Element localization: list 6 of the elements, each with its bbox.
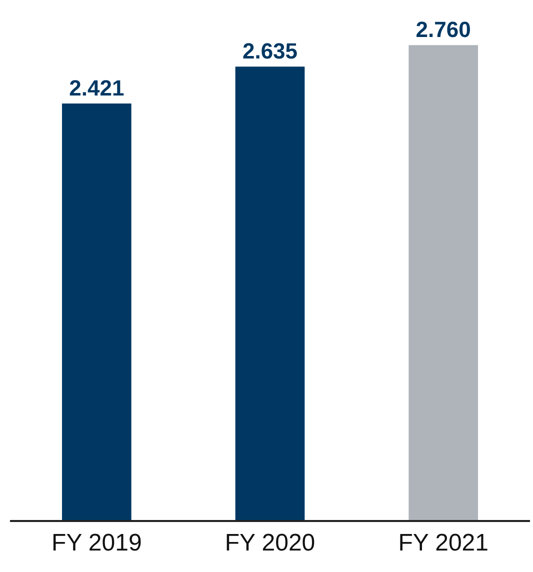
data-label: 2.760 — [416, 17, 471, 42]
x-tick-label: FY 2019 — [52, 530, 142, 557]
data-label: 2.635 — [242, 38, 298, 64]
x-tick-label: FY 2021 — [398, 530, 488, 557]
data-label: 2.421 — [69, 75, 124, 100]
x-tick-label: FY 2020 — [224, 530, 316, 557]
